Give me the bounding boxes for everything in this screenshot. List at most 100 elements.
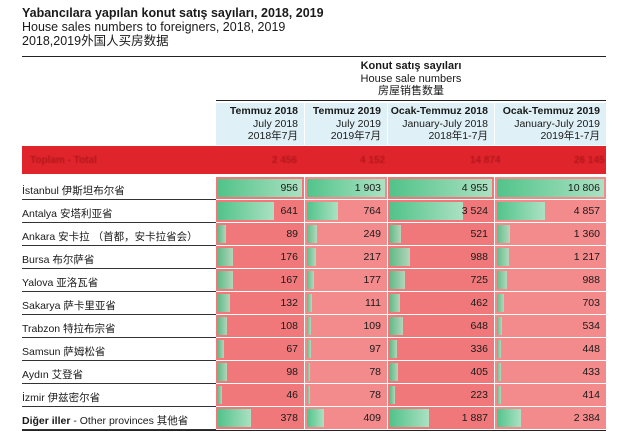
- column-header-1-zh: 2018年7月: [247, 130, 298, 142]
- data-cell: 988: [495, 269, 606, 291]
- title-chinese: 2018,2019外国人买房数据: [22, 34, 169, 48]
- data-bar: [218, 225, 226, 243]
- data-value: 67: [286, 343, 298, 355]
- row-divider: [22, 314, 216, 315]
- row-divider: [22, 291, 216, 292]
- data-cell: 462: [388, 292, 494, 314]
- section-header-turkish: Konut satış sayıları: [360, 60, 462, 72]
- data-cell: 521: [388, 223, 494, 245]
- data-cell: 78: [305, 384, 387, 406]
- data-cell: 764: [305, 200, 387, 222]
- data-value: 10 806: [567, 182, 600, 194]
- data-cell: 132: [216, 292, 304, 314]
- data-bar: [497, 317, 502, 335]
- data-bar: [218, 202, 274, 220]
- data-bar: [497, 179, 604, 197]
- data-cell: 648: [388, 315, 494, 337]
- data-cell: 67: [216, 338, 304, 360]
- row-label: Aydın 艾登省: [22, 369, 84, 381]
- data-bar: [497, 340, 501, 358]
- data-bar: [307, 409, 324, 427]
- data-bar: [307, 340, 311, 358]
- data-cell: 405: [388, 361, 494, 383]
- title-english: House sales numbers to foreigners, 2018,…: [22, 20, 286, 34]
- data-cell: 1 903: [305, 177, 387, 199]
- section-rule: [216, 100, 606, 101]
- data-bar: [218, 340, 224, 358]
- data-bar: [390, 179, 492, 197]
- top-rule: [22, 56, 606, 57]
- data-value: 521: [470, 228, 488, 240]
- data-value: 764: [363, 205, 381, 217]
- data-cell: 336: [388, 338, 494, 360]
- data-value: 956: [280, 182, 298, 194]
- data-bar: [307, 317, 311, 335]
- row-divider: [22, 383, 216, 384]
- data-value: 703: [582, 297, 600, 309]
- data-bar: [390, 409, 429, 427]
- data-value: 78: [369, 389, 381, 401]
- column-header-4-en: January-July 2019: [514, 117, 600, 130]
- column-header-1-en: July 2018: [253, 117, 298, 130]
- data-value: 1 217: [573, 251, 600, 263]
- data-cell: 223: [388, 384, 494, 406]
- row-label: Antalya 安塔利亚省: [22, 208, 113, 220]
- data-value: 217: [363, 251, 381, 263]
- column-header-3-en: January-July 2018: [402, 117, 488, 130]
- data-value: 249: [363, 228, 381, 240]
- data-value: 725: [470, 274, 488, 286]
- data-value: 433: [582, 366, 600, 378]
- total-row-label: Toplam - Total: [30, 155, 97, 166]
- row-label: Ankara 安卡拉 （首都，安卡拉省会）: [22, 231, 198, 243]
- data-cell: 78: [305, 361, 387, 383]
- data-cell: 1 217: [495, 246, 606, 268]
- row-label: Samsun 萨姆松省: [22, 346, 106, 358]
- data-cell: 409: [305, 407, 387, 429]
- data-value: 462: [470, 297, 488, 309]
- title-turkish: Yabancılara yapılan konut satış sayıları…: [22, 6, 324, 20]
- data-bar: [218, 248, 233, 266]
- row-label-rest: - Other provinces 其他省: [70, 415, 189, 427]
- data-cell: 414: [495, 384, 606, 406]
- data-cell: 109: [305, 315, 387, 337]
- row-label-bold: Diğer iller: [22, 415, 71, 427]
- total-value-1: 2 456: [272, 155, 298, 166]
- data-bar: [218, 179, 302, 197]
- data-bar: [218, 386, 222, 404]
- data-bar: [390, 271, 405, 289]
- column-header-4-tr: Ocak-Temmuz 2019: [502, 105, 600, 117]
- data-bar: [307, 294, 312, 312]
- data-value: 89: [286, 228, 298, 240]
- data-cell: 3 524: [388, 200, 494, 222]
- data-cell: 2 384: [495, 407, 606, 429]
- data-cell: 167: [216, 269, 304, 291]
- data-value: 1 887: [461, 412, 488, 424]
- data-cell: 725: [388, 269, 494, 291]
- data-bar: [390, 386, 395, 404]
- data-cell: 378: [216, 407, 304, 429]
- data-cell: 4 955: [388, 177, 494, 199]
- data-bar: [307, 386, 310, 404]
- data-value: 641: [280, 205, 298, 217]
- row-divider: [22, 429, 216, 430]
- data-cell: 988: [388, 246, 494, 268]
- data-value: 111: [365, 297, 381, 309]
- row-divider: [22, 199, 216, 200]
- data-value: 132: [280, 297, 298, 309]
- data-value: 378: [280, 412, 298, 424]
- data-bar: [497, 409, 521, 427]
- row-divider: [22, 222, 216, 223]
- data-value: 177: [363, 274, 381, 286]
- data-cell: 217: [305, 246, 387, 268]
- data-bar: [307, 202, 338, 220]
- data-value: 648: [470, 320, 488, 332]
- column-header-1: Temmuz 2018 July 2018 2018年7月: [216, 103, 304, 145]
- row-divider: [22, 406, 216, 407]
- data-value: 108: [280, 320, 298, 332]
- data-value: 336: [470, 343, 488, 355]
- data-bar: [497, 248, 509, 266]
- data-value: 2 384: [573, 412, 600, 424]
- row-label: İstanbul 伊斯坦布尔省: [22, 185, 125, 197]
- data-cell: 46: [216, 384, 304, 406]
- data-value: 176: [280, 251, 298, 263]
